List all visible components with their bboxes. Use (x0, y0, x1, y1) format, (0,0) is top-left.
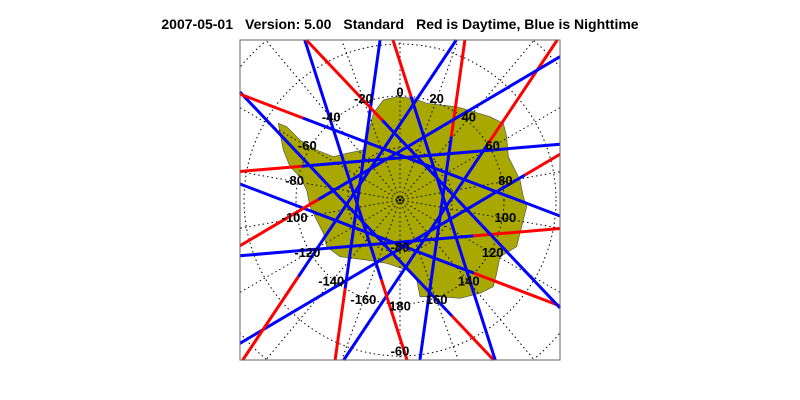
longitude-line (341, 39, 400, 198)
nighttime-track (317, 55, 561, 201)
longitude-line (239, 107, 398, 199)
nighttime-track (239, 173, 526, 345)
latitude-circle (295, 95, 505, 305)
daytime-track (391, 39, 413, 98)
latitude-label: -80 (391, 239, 410, 254)
date-label: 2007-05-01 (161, 16, 234, 32)
longitude-label: 60 (485, 138, 499, 153)
orbit-tracks (238, 38, 562, 362)
daytime-track (523, 152, 561, 177)
nighttime-track (239, 182, 475, 275)
latitude-circle (243, 43, 557, 357)
latitude-circle (347, 147, 453, 253)
daytime-track (473, 227, 561, 238)
south-pole-marker (398, 198, 402, 202)
longitude-line (341, 202, 400, 361)
longitude-label: -140 (318, 273, 344, 288)
longitude-line (401, 201, 535, 361)
nighttime-track (239, 234, 474, 258)
daytime-track (473, 271, 561, 308)
longitude-line (402, 201, 561, 293)
daytime-track (450, 314, 495, 362)
daytime-track (239, 198, 320, 248)
nighttime-track (381, 119, 562, 309)
daytime-track (486, 39, 559, 146)
longitude-label: 120 (482, 245, 504, 260)
longitude-label: 40 (462, 109, 476, 124)
longitude-line (400, 39, 459, 198)
longitude-line (265, 39, 399, 199)
longitude-label: 140 (458, 273, 480, 288)
daytime-track (239, 164, 302, 173)
daytime-track (239, 92, 304, 120)
legend-label: Red is Daytime, Blue is Nighttime (416, 16, 639, 32)
longitude-label: -80 (285, 173, 304, 188)
map-frame (239, 39, 561, 361)
longitude-label: -100 (282, 210, 308, 225)
longitude-label: -160 (350, 292, 376, 307)
longitude-label: 0 (396, 84, 403, 99)
nighttime-track (297, 39, 458, 278)
daytime-track (379, 279, 409, 361)
nighttime-track (302, 116, 561, 218)
product-label: Standard (343, 16, 405, 32)
longitude-label: -120 (294, 245, 320, 260)
longitude-line (265, 201, 399, 361)
longitude-label: -60 (298, 138, 317, 153)
daytime-track (333, 288, 347, 361)
nighttime-track (409, 96, 497, 361)
longitude-label: 100 (495, 210, 517, 225)
longitude-label: 20 (429, 91, 443, 106)
longitude-label: -40 (322, 109, 341, 124)
nighttime-track (343, 39, 382, 289)
map-title: 2007-05-01 Version: 5.00 Standard Red is Da… (0, 16, 800, 32)
longitude-label: 160 (426, 292, 448, 307)
longitude-label: 180 (389, 298, 411, 313)
latitude-label: -60 (391, 343, 410, 358)
longitude-line (400, 202, 459, 361)
longitude-label: 80 (498, 173, 512, 188)
longitude-line (401, 39, 535, 199)
nighttime-track (303, 39, 383, 280)
longitude-label: -20 (354, 91, 373, 106)
version-label: Version: 5.00 (245, 16, 332, 32)
daytime-track (241, 275, 300, 361)
daytime-track (305, 38, 384, 122)
